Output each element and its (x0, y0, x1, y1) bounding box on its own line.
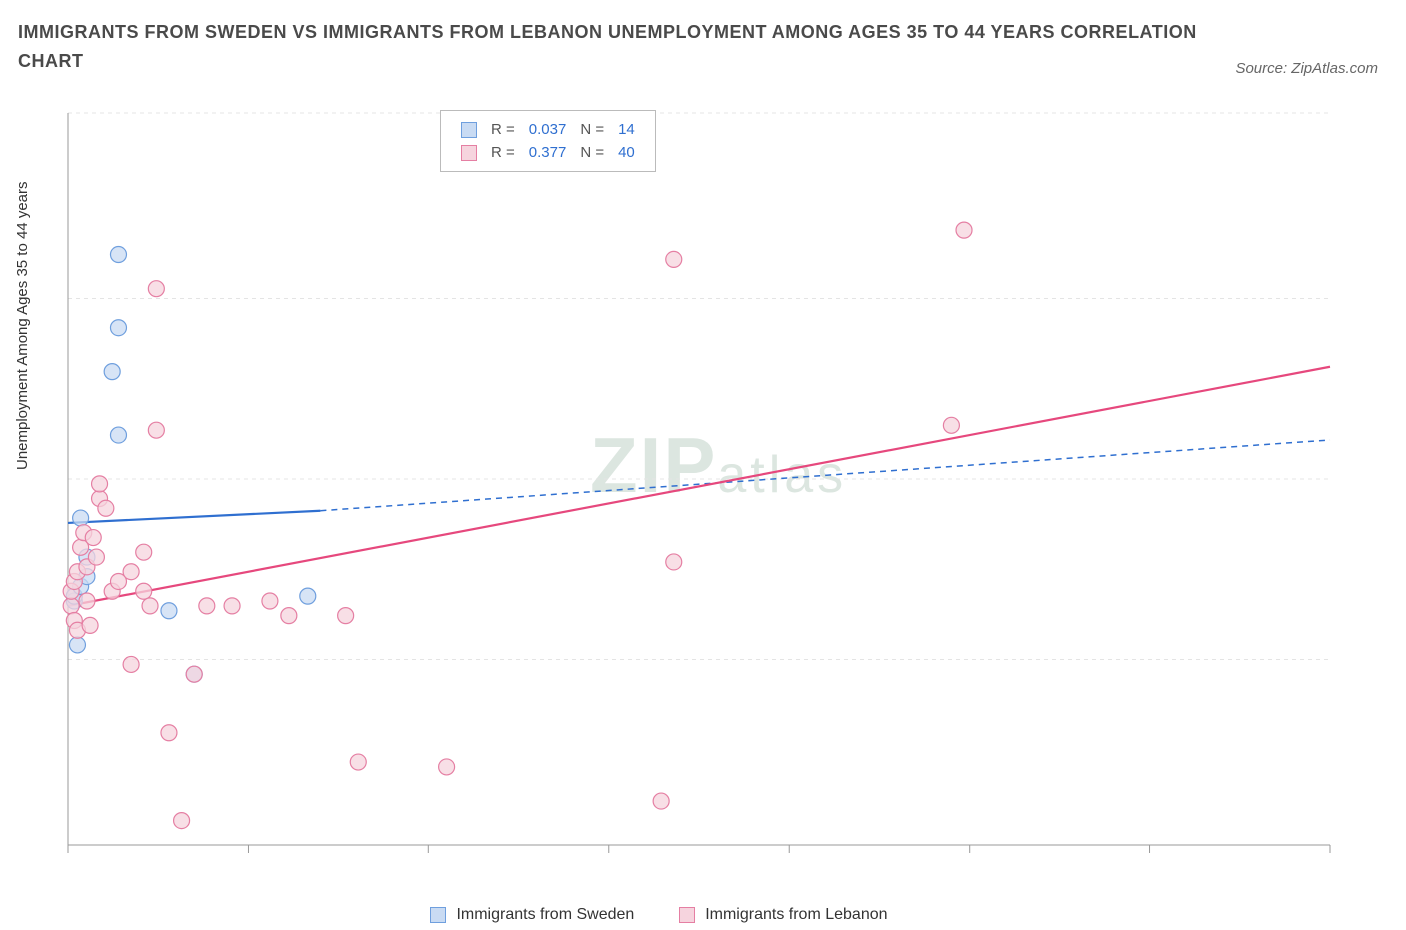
y-axis-label: Unemployment Among Ages 35 to 44 years (14, 181, 31, 470)
source-attribution: Source: ZipAtlas.com (1235, 60, 1378, 77)
chart-title: IMMIGRANTS FROM SWEDEN VS IMMIGRANTS FRO… (18, 18, 1206, 76)
n-value-sweden: 14 (612, 119, 641, 140)
r-value-sweden: 0.037 (523, 119, 573, 140)
legend-label-sweden: Immigrants from Sweden (456, 906, 634, 923)
r-label: R = (485, 119, 521, 140)
n-label: N = (574, 142, 610, 163)
legend-item-lebanon: Immigrants from Lebanon (679, 906, 888, 923)
legend-row-lebanon: R = 0.377 N = 40 (455, 142, 641, 163)
r-label: R = (485, 142, 521, 163)
legend-label-lebanon: Immigrants from Lebanon (705, 906, 887, 923)
plot-svg (60, 105, 1380, 875)
legend-stats-box: R = 0.037 N = 14 R = 0.377 N = 40 (440, 110, 656, 172)
legend-swatch-sweden (461, 122, 477, 138)
legend-row-sweden: R = 0.037 N = 14 (455, 119, 641, 140)
n-label: N = (574, 119, 610, 140)
legend-swatch-lebanon (679, 907, 695, 923)
legend-swatch-lebanon (461, 145, 477, 161)
legend-item-sweden: Immigrants from Sweden (430, 906, 639, 923)
n-value-lebanon: 40 (612, 142, 641, 163)
legend-bottom: Immigrants from Sweden Immigrants from L… (430, 906, 928, 924)
r-value-lebanon: 0.377 (523, 142, 573, 163)
legend-swatch-sweden (430, 907, 446, 923)
scatter-plot (60, 105, 1380, 875)
